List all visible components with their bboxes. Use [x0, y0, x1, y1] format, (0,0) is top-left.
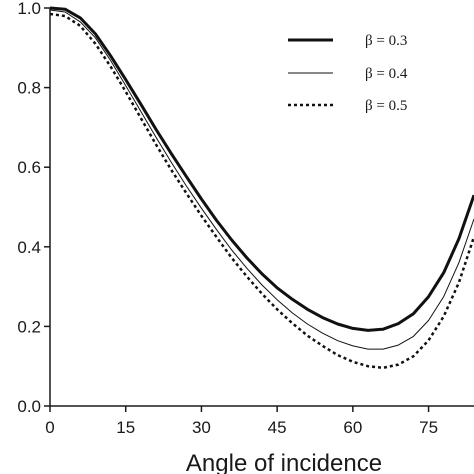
series-line-1	[49, 6, 474, 332]
y-ticks: 0.0 0.2 0.4 0.6 0.8 1.0	[17, 0, 50, 416]
x-tick-label: 15	[116, 418, 135, 437]
x-axis-title: Angle of incidence	[186, 450, 382, 474]
y-tick-label: 0.8	[17, 79, 41, 98]
x-tick-label: 0	[45, 418, 54, 437]
x-tick-label: 75	[419, 418, 438, 437]
legend: β = 0.3 β = 0.4 β = 0.5	[288, 33, 408, 114]
legend-label-3: β = 0.5	[365, 98, 407, 114]
series-line-3	[49, 12, 474, 370]
x-tick-label: 60	[343, 418, 362, 437]
series-line-2	[49, 9, 474, 350]
x-tick-label: 30	[192, 418, 211, 437]
y-tick-label: 0.0	[17, 397, 41, 416]
y-tick-label: 0.6	[17, 158, 41, 177]
y-tick-label: 1.0	[17, 0, 41, 18]
y-tick-label: 0.4	[17, 238, 41, 257]
x-tick-label: 45	[268, 418, 287, 437]
y-tick-label: 0.2	[17, 317, 41, 336]
x-ticks: 0 15 30 45 60 75	[45, 406, 438, 437]
legend-label-1: β = 0.3	[365, 33, 407, 49]
legend-label-2: β = 0.4	[365, 66, 408, 82]
plot-area	[49, 6, 474, 370]
